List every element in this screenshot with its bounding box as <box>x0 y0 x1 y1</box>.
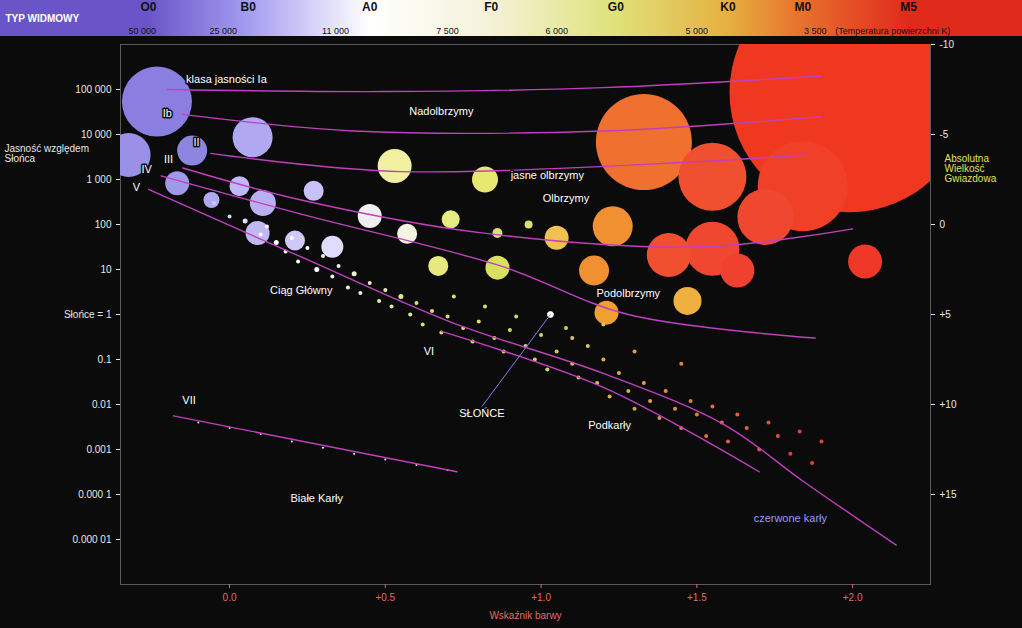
svg-text:-5: -5 <box>940 129 949 140</box>
svg-text:10: 10 <box>100 264 112 275</box>
svg-text:Ciąg Główny: Ciąg Główny <box>270 284 333 296</box>
svg-text:V: V <box>133 181 141 193</box>
svg-text:0.1: 0.1 <box>98 354 112 365</box>
svg-text:0.001: 0.001 <box>86 444 111 455</box>
svg-text:0.01: 0.01 <box>92 399 112 410</box>
svg-text:AbsolutnaWielkośćGwiazdowa: AbsolutnaWielkośćGwiazdowa <box>945 153 997 184</box>
svg-text:B0: B0 <box>241 0 257 14</box>
svg-text:+0.5: +0.5 <box>375 592 395 603</box>
svg-text:Wskaźnik barwy: Wskaźnik barwy <box>489 610 561 621</box>
svg-text:Podolbrzymy: Podolbrzymy <box>597 287 661 299</box>
svg-text:Słońce = 1: Słońce = 1 <box>64 309 112 320</box>
svg-text:TYP WIDMOWY: TYP WIDMOWY <box>6 13 80 24</box>
svg-text:0: 0 <box>940 219 946 230</box>
svg-text:0.000 1: 0.000 1 <box>78 489 112 500</box>
svg-text:II: II <box>193 136 199 148</box>
svg-text:(Temperatura powierzchni K): (Temperatura powierzchni K) <box>835 26 950 36</box>
svg-text:Jasność względemSłońca: Jasność względemSłońca <box>5 143 89 164</box>
svg-text:-10: -10 <box>940 39 955 50</box>
svg-text:czerwone karły: czerwone karły <box>754 512 828 524</box>
svg-text:M0: M0 <box>794 0 811 14</box>
svg-text:+1.5: +1.5 <box>687 592 707 603</box>
svg-text:Nadolbrzymy: Nadolbrzymy <box>409 105 474 117</box>
svg-text:IV: IV <box>141 163 152 175</box>
svg-text:A0: A0 <box>362 0 378 14</box>
svg-text:+5: +5 <box>940 309 952 320</box>
svg-text:SŁOŃCE: SŁOŃCE <box>459 407 504 419</box>
svg-text:VI: VI <box>424 345 434 357</box>
svg-text:+2.0: +2.0 <box>843 592 863 603</box>
svg-text:0.000 01: 0.000 01 <box>73 534 112 545</box>
svg-text:5 000: 5 000 <box>686 26 709 36</box>
svg-text:25 000: 25 000 <box>210 26 238 36</box>
svg-text:0.0: 0.0 <box>223 592 237 603</box>
svg-text:100 000: 100 000 <box>75 84 112 95</box>
svg-text:Olbrzymy: Olbrzymy <box>543 192 590 204</box>
svg-text:50 000: 50 000 <box>129 26 157 36</box>
svg-text:klasa jasności Ia: klasa jasności Ia <box>186 73 268 85</box>
svg-text:jasne olbrzymy: jasne olbrzymy <box>510 169 585 181</box>
svg-text:G0: G0 <box>608 0 624 14</box>
svg-text:K0: K0 <box>720 0 736 14</box>
svg-text:+10: +10 <box>940 399 957 410</box>
svg-text:11 000: 11 000 <box>322 26 349 36</box>
svg-text:3 500: 3 500 <box>804 26 827 36</box>
svg-text:7 500: 7 500 <box>436 26 459 36</box>
svg-text:VII: VII <box>182 394 195 406</box>
svg-text:F0: F0 <box>484 0 498 14</box>
svg-text:III: III <box>164 153 173 165</box>
svg-text:Białe Karły: Białe Karły <box>290 492 343 504</box>
svg-text:6 000: 6 000 <box>545 26 568 36</box>
svg-text:+1.0: +1.0 <box>531 592 551 603</box>
svg-text:1 000: 1 000 <box>86 174 111 185</box>
svg-text:M5: M5 <box>900 0 917 14</box>
svg-text:Podkarły: Podkarły <box>588 419 631 431</box>
svg-text:100: 100 <box>95 219 112 230</box>
svg-text:10 000: 10 000 <box>81 129 112 140</box>
svg-text:+15: +15 <box>940 489 957 500</box>
svg-text:O0: O0 <box>141 0 157 14</box>
svg-text:Ib: Ib <box>163 107 172 119</box>
